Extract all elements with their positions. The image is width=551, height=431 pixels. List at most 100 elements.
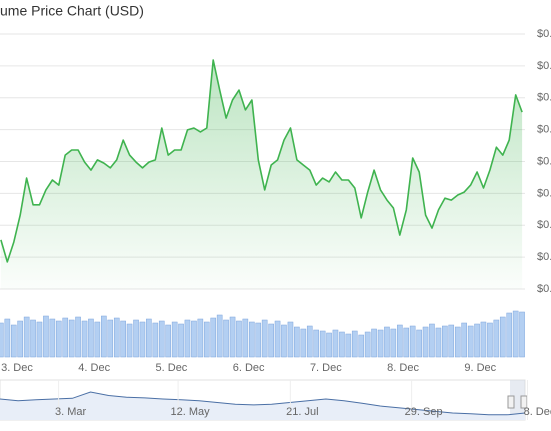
y-tick-label: $0.0 (537, 28, 551, 40)
volume-bar (461, 322, 467, 358)
x-tick-label: 4. Dec (78, 362, 110, 374)
volume-bar (261, 319, 268, 358)
volume-bar (171, 321, 178, 358)
volume-bar (101, 315, 107, 358)
volume-bar (107, 319, 114, 358)
volume-bar (377, 329, 384, 358)
y-tick-label: $0.0 (537, 187, 551, 199)
volume-bar (88, 318, 94, 358)
volume-bar (146, 318, 152, 358)
volume-bar (126, 323, 133, 358)
volume-bar (229, 316, 236, 358)
volume-bar (403, 327, 410, 358)
volume-bar (139, 321, 146, 358)
volume-bar (210, 317, 217, 358)
volume-bar (4, 318, 11, 358)
x-tick-label: 6. Dec (233, 362, 265, 374)
volume-bar (442, 325, 448, 358)
volume-bar (81, 320, 88, 358)
x-tick-label: 7. Dec (310, 362, 342, 374)
volume-bar (467, 325, 474, 358)
volume-bar (454, 326, 461, 358)
volume-bar (281, 324, 287, 358)
navigator-label: 8. Dec (524, 406, 551, 418)
navigator-line (0, 391, 526, 416)
x-tick-label: 8. Dec (387, 362, 419, 374)
navigator-area (0, 392, 525, 420)
volume-bar (313, 329, 319, 358)
volume-bar (371, 328, 377, 358)
volume-bar (268, 323, 274, 358)
y-tick-label: $0.0 (537, 251, 551, 263)
volume-bar (429, 323, 435, 358)
y-tick-label: $0.0 (537, 219, 551, 231)
y-tick-label: $0.0 (537, 60, 551, 72)
y-tick-label: $0.0 (537, 124, 551, 136)
price-area (0, 60, 523, 289)
volume-bar (191, 320, 197, 358)
volume-bar (158, 320, 165, 358)
volume-bar (306, 325, 313, 358)
volume-bar (351, 330, 358, 358)
volume-bar (216, 314, 223, 358)
volume-bar (448, 324, 455, 358)
volume-bar (236, 320, 242, 358)
volume-bar (345, 333, 352, 358)
volume-bar (0, 322, 4, 358)
price-line (0, 59, 523, 263)
x-tick-label: 3. Dec (1, 362, 33, 374)
volume-bar (94, 321, 101, 358)
volume-bar (223, 319, 229, 358)
volume-bar (255, 322, 262, 358)
volume-bar (326, 332, 332, 358)
volume-bar (294, 326, 300, 358)
volume-bar (152, 322, 159, 358)
volume-bar (165, 324, 171, 358)
volume-bar (493, 319, 500, 358)
navigator-label: 3. Mar (55, 406, 87, 418)
volume-bar (358, 334, 365, 358)
volume-bar (480, 321, 487, 358)
volume-bar (339, 331, 345, 358)
volume-bar (249, 321, 255, 358)
volume-bar (55, 320, 62, 358)
volume-bar (133, 319, 139, 358)
volume-bar (364, 331, 371, 358)
volume-bar (274, 320, 281, 358)
volume-bar (113, 317, 120, 358)
volume-bar (409, 325, 416, 358)
volume-bar (203, 321, 210, 358)
x-tick-label: 9. Dec (464, 362, 496, 374)
volume-bar (62, 317, 69, 358)
volume-bar (49, 318, 56, 358)
volume-bar (319, 330, 326, 358)
volume-bar (197, 318, 204, 358)
navigator-label: 21. Jul (286, 406, 318, 418)
y-tick-label: $0.0 (537, 92, 551, 104)
volume-bar (75, 316, 81, 358)
volume-bar (499, 316, 506, 358)
volume-bar (17, 320, 23, 358)
volume-bar (435, 327, 442, 358)
navigator-label: 29. Sep (405, 406, 443, 418)
volume-bar (474, 323, 480, 358)
volume-bar (487, 322, 493, 358)
volume-bar (506, 312, 513, 358)
volume-bar (43, 315, 49, 358)
volume-bar (242, 318, 249, 358)
volume-bar (68, 319, 75, 358)
y-tick-label: $0.0 (537, 283, 551, 295)
volume-bar (300, 328, 307, 358)
navigator-handle[interactable] (507, 395, 515, 409)
volume-bar (120, 320, 126, 358)
volume-bar (416, 329, 422, 358)
volume-bar (332, 329, 339, 358)
volume-bar (184, 319, 191, 358)
volume-bar (36, 321, 43, 358)
navigator-selection (510, 380, 525, 420)
volume-bar (287, 321, 294, 358)
chart-title: ume Price Chart (USD) (0, 3, 144, 19)
volume-bar (397, 324, 403, 358)
volume-bar (10, 324, 17, 358)
